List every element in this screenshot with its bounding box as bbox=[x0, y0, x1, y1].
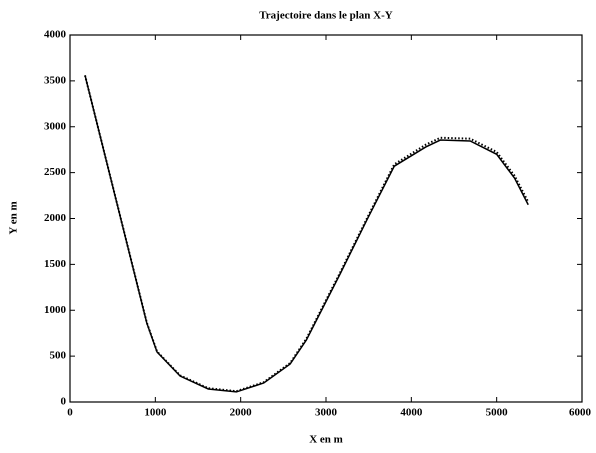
y-tick-label: 1000 bbox=[44, 304, 67, 316]
x-tick-label: 1000 bbox=[144, 407, 167, 419]
y-tick-label: 1500 bbox=[44, 258, 67, 270]
y-tick-label: 4000 bbox=[44, 29, 67, 41]
x-tick-label: 0 bbox=[67, 407, 73, 419]
y-tick-label: 3500 bbox=[44, 74, 67, 86]
line-series bbox=[84, 75, 530, 393]
x-tick-label: 6000 bbox=[569, 407, 592, 419]
y-tick-label: 2000 bbox=[44, 212, 67, 224]
y-axis-label: Y en m bbox=[8, 201, 20, 234]
line-series bbox=[84, 75, 529, 393]
x-axis-label: X en m bbox=[309, 434, 343, 446]
x-tick-label: 2000 bbox=[230, 407, 253, 419]
x-tick-label: 4000 bbox=[400, 407, 423, 419]
y-tick-label: 2500 bbox=[44, 166, 67, 178]
y-tick-label: 3000 bbox=[44, 120, 67, 132]
y-tick-label: 500 bbox=[50, 350, 67, 362]
plot-frame bbox=[69, 34, 583, 403]
x-tick-label: 3000 bbox=[315, 407, 338, 419]
y-tick-label: 0 bbox=[61, 396, 67, 408]
chart-title: Trajectoire dans le plan X-Y bbox=[259, 10, 392, 22]
x-tick-label: 5000 bbox=[486, 407, 509, 419]
